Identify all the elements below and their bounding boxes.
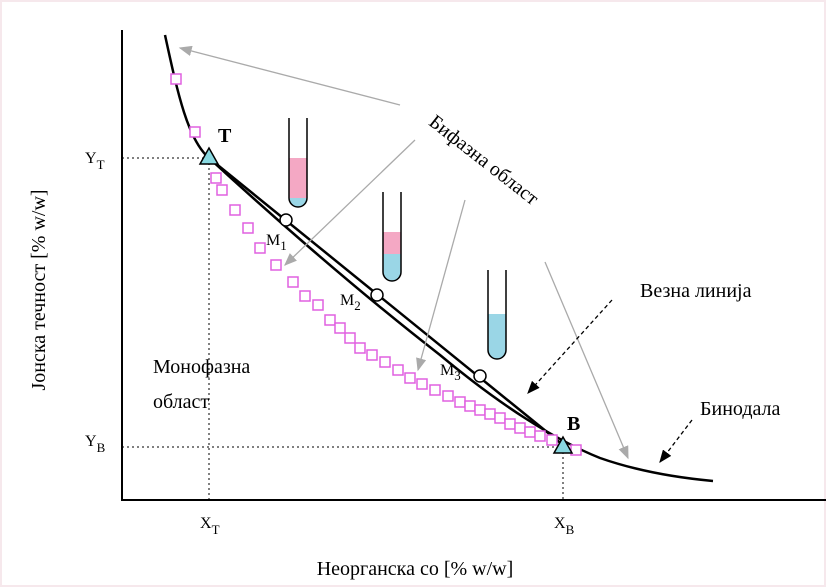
binodal-label: Бинодала [700, 398, 781, 420]
square [299, 290, 311, 302]
square [189, 126, 201, 138]
y-tick-label: YT [85, 150, 105, 172]
monophasic-label: Монофазна [153, 356, 250, 378]
square [379, 356, 391, 368]
square [242, 222, 254, 234]
blue-phase [383, 254, 401, 281]
square [494, 412, 506, 424]
tube [382, 192, 402, 282]
square [324, 314, 336, 326]
square [270, 259, 282, 271]
square [366, 349, 378, 361]
mixture-label: M3 [440, 362, 461, 383]
square [254, 242, 266, 254]
point-b [552, 435, 574, 454]
square [287, 276, 299, 288]
tube [288, 118, 308, 208]
pink-phase [289, 158, 307, 198]
tube [487, 270, 507, 360]
tube-outline [288, 118, 308, 208]
square [442, 390, 454, 402]
square [404, 372, 416, 384]
tie-line [208, 157, 564, 446]
square [474, 404, 486, 416]
x-axis-label: Неорганска со [% w/w] [317, 558, 514, 580]
square [354, 342, 366, 354]
square [429, 384, 441, 396]
square [546, 434, 558, 446]
mixture-label: M2 [340, 292, 361, 313]
square [534, 430, 546, 442]
arrows [178, 45, 629, 460]
pink-phase [383, 232, 401, 254]
square [484, 408, 496, 420]
square [514, 422, 526, 434]
mixture-points [279, 213, 487, 383]
square [210, 172, 222, 184]
mixture-label: M1 [266, 232, 287, 253]
square [216, 184, 228, 196]
tie-line-label: Везна линија [640, 280, 752, 302]
tube-fill [488, 314, 506, 359]
square [416, 378, 428, 390]
square [504, 418, 516, 430]
guides [122, 157, 564, 500]
square [344, 332, 356, 344]
y-axis-label: Јонска течност [% w/w] [28, 189, 50, 390]
x-tick-label: XT [200, 515, 220, 537]
tubes [288, 118, 507, 360]
tube-fill [383, 232, 401, 281]
blue-phase [488, 314, 506, 359]
square [454, 396, 466, 408]
point-label: T [218, 125, 232, 147]
tube-fill [289, 158, 307, 207]
x-tick-label: XB [554, 515, 575, 537]
tube-outline [487, 270, 507, 360]
square [524, 426, 536, 438]
point-label: B [567, 413, 580, 435]
binodal-curve [163, 34, 714, 483]
tube-outline [382, 192, 402, 282]
point-t [198, 146, 220, 165]
square [334, 322, 346, 334]
square [464, 400, 476, 412]
dashed-arrows [527, 299, 693, 464]
square [312, 299, 324, 311]
square [170, 73, 182, 85]
square [392, 364, 404, 376]
square [229, 204, 241, 216]
blue-phase [289, 198, 307, 207]
y-tick-label: YB [85, 433, 106, 455]
data-squares [170, 73, 582, 456]
monophasic-label: област [153, 391, 209, 413]
biphasic-label: Бифазна област [425, 111, 543, 210]
